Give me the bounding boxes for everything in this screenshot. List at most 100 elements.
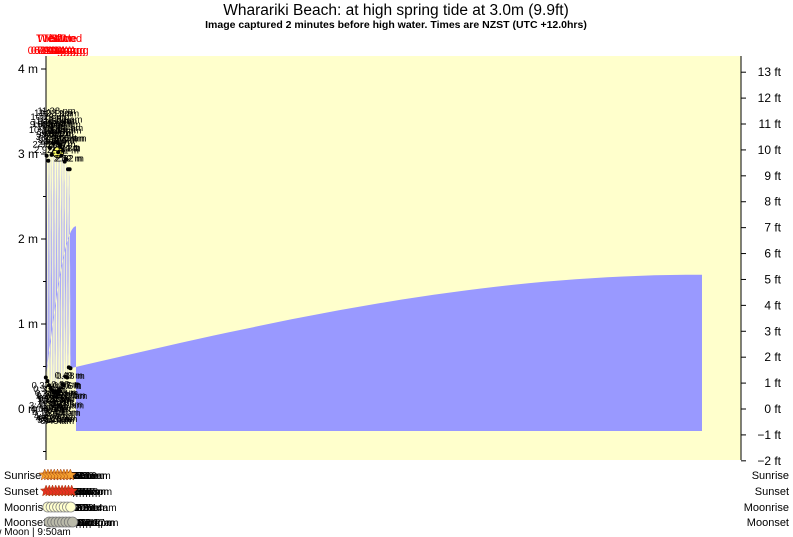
sunset-time: 5:44pm: [66, 487, 99, 498]
moon-phase-label: New Moon | 9:50am: [0, 527, 71, 537]
tide-time-label: 12:34 pm: [42, 120, 81, 130]
daylight-band: [46, 56, 50, 460]
day-name: Tue: [36, 33, 55, 45]
tide-time-label: 5:49 am: [41, 416, 75, 426]
tide-m-label: 0.19 m: [43, 396, 72, 406]
tide-m-label: 0.37 m: [53, 381, 82, 391]
day-name: Sun: [52, 33, 72, 45]
right-tick-label: −2 ft: [757, 454, 781, 468]
tide-time-label: 8:10 pm: [52, 390, 86, 400]
day-name: Wed: [37, 33, 59, 45]
right-tick-label: 12 ft: [758, 91, 782, 105]
tide-ft-label: 0.8 ft: [40, 401, 61, 411]
sunset-time: 5:47pm: [76, 487, 109, 498]
right-tick-label: −1 ft: [757, 428, 781, 442]
tide-ft-label: 1.0 ft: [52, 397, 73, 407]
astronomy-rows: Sunrise Sunrise Sunset Sunset Moonrise Moonri…: [0, 468, 789, 537]
tide-time-label: 4:52 pm: [36, 413, 70, 423]
chart-title: Wharariki Beach: at high spring tide at …: [223, 2, 568, 19]
sunset-icon: [65, 484, 79, 497]
tide-time-label: 11:03 pm: [34, 108, 72, 118]
tide-m-label: 3.14 m: [42, 126, 71, 136]
axes: 0 m 1 m 2 m 3 m 4 m −2 ft −1 ft 0 ft 1 ft 2 ft 3 f…: [18, 56, 782, 468]
tide-point: [51, 141, 56, 146]
right-tick-label: 6 ft: [764, 247, 781, 261]
tide-ft-label: 10.1 ft: [37, 122, 63, 132]
tide-time-label: 2:23 am: [53, 133, 87, 143]
tide-ft-label: 9.3 ft: [58, 143, 79, 153]
sunset-time: 5:46pm: [72, 487, 105, 498]
chart-subtitle: Image captured 2 minutes before high wat…: [205, 19, 587, 31]
sunset-time: 5:48pm: [79, 487, 112, 498]
moonrise-time: 9:39am: [74, 503, 107, 514]
moonrise-icon: [65, 501, 77, 513]
moonset-time: 9:07pm: [70, 518, 103, 529]
tide-m-label: 0.21 m: [41, 394, 70, 404]
tide-point: [67, 167, 72, 172]
row-label-left: Sunrise: [4, 470, 41, 482]
tide-ft-label: 9.5 ft: [54, 136, 75, 146]
tide-m-label: 0.38 m: [51, 380, 80, 390]
day-date: 08-Aug: [34, 45, 69, 57]
tide-point: [64, 157, 69, 162]
tide-ft-label: 9.8 ft: [36, 130, 57, 140]
right-tick-label: 4 ft: [764, 298, 781, 312]
tide-ft-label: 1.1 ft: [37, 394, 58, 404]
tide-ft-label: 10.3 ft: [44, 116, 70, 126]
row-label-left: Moonset: [4, 517, 46, 529]
high-tide-mark: 10:10 am9.6 ft2.92 m: [29, 125, 68, 163]
tide-ft-label: 9.9 ft: [45, 125, 66, 135]
right-tick-label: 11 ft: [759, 117, 782, 131]
tide-time-label: 11:21 am: [36, 115, 74, 125]
right-tick-label: 0 ft: [764, 402, 781, 416]
tide-time-label: 1:14 pm: [48, 126, 82, 136]
tide-time-label: 12:51 am: [44, 115, 83, 125]
tide-time-label: 9:53 pm: [30, 120, 64, 130]
moonset-time: 8:06pm: [66, 518, 99, 529]
day-name: Mon: [54, 33, 75, 45]
daylight-band: [63, 56, 69, 460]
tide-ft-label: 1.2 ft: [57, 391, 78, 401]
moonrise-time: 10:14am: [78, 503, 117, 514]
tide-point: [47, 146, 52, 151]
day-name: Wed: [60, 33, 82, 45]
moonrise-time: 7:37am: [61, 503, 94, 514]
left-tick-label: 1 m: [18, 317, 38, 331]
tide-point: [61, 148, 66, 153]
tide-time-label: 6:40 pm: [45, 407, 79, 417]
tide-point: [46, 158, 51, 163]
low-tide-mark: 0.48 m1.6 ft8:39 am: [54, 366, 88, 401]
day-headers: Tue06-AugWed07-AugThu08-AugFri09-AugSat1…: [28, 33, 89, 57]
tide-point: [65, 375, 70, 380]
day-name: Fri: [49, 33, 62, 45]
tide-time-label: 11:56 am: [39, 116, 77, 126]
row-label-left: Sunset: [4, 486, 38, 498]
tide-ft-label: 10.0 ft: [50, 125, 76, 135]
tide-area: [45, 142, 703, 431]
day-name: Thu: [42, 33, 61, 45]
tide-m-label: 2.82 m: [55, 153, 84, 163]
right-tick-label: 1 ft: [764, 376, 781, 390]
tide-ft-label: 0.6 ft: [47, 406, 68, 416]
tide-point: [55, 390, 60, 395]
high-tide-mark: 11:56 am9.9 ft3.02 m: [39, 116, 77, 159]
tide-m-label: 0.28 m: [35, 388, 64, 398]
day-name: Tue: [58, 33, 77, 45]
moonrise-time: 8:07am: [65, 503, 98, 514]
day-date: 14-Aug: [53, 45, 88, 57]
tide-time-label: 6:03 pm: [42, 412, 76, 422]
tide-m-label: 2.82 m: [54, 153, 83, 163]
day-name: Sat: [50, 33, 67, 45]
day-date: 09-Aug: [37, 45, 72, 57]
moonset-time: 12:17am: [80, 518, 119, 529]
tide-time-label: 12:13 am: [40, 109, 79, 119]
tide-point: [57, 142, 62, 147]
tide-m-label: 0.20 m: [40, 395, 69, 405]
sunrise-time: 7:22am: [71, 471, 104, 482]
sunset-time: 5:43pm: [63, 487, 96, 498]
tide-m-label: 2.94 m: [52, 143, 81, 153]
tide-m-label: 0.33 m: [33, 384, 62, 394]
